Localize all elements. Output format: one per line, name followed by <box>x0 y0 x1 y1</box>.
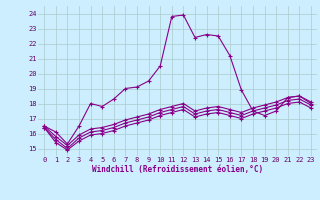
X-axis label: Windchill (Refroidissement éolien,°C): Windchill (Refroidissement éolien,°C) <box>92 165 263 174</box>
